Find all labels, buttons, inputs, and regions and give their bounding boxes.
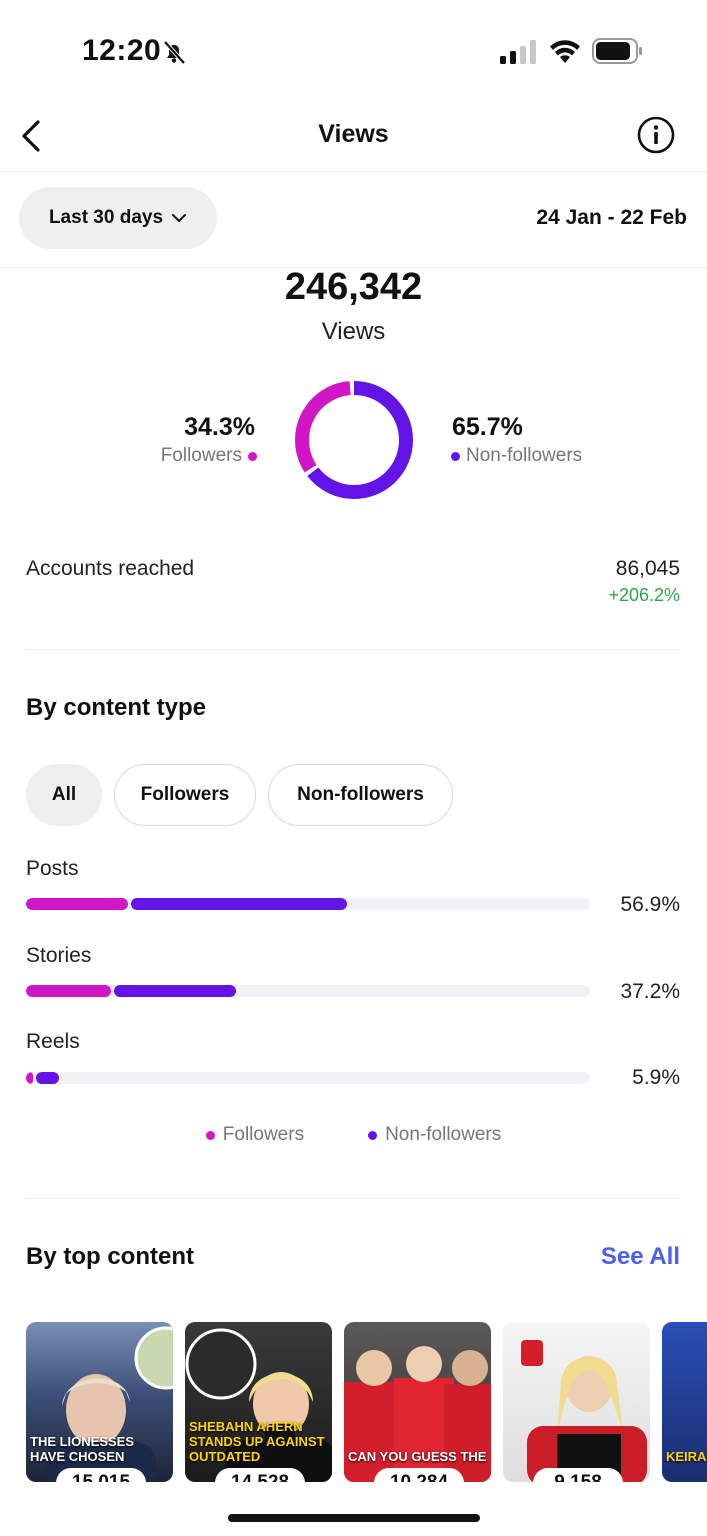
legend-nonfollowers: Non-followers (368, 1124, 501, 1146)
accounts-reached-label: Accounts reached (26, 557, 195, 580)
top-content-thumbnail[interactable]: THE LIONESSES HAVE CHOSEN 15,015 (26, 1322, 173, 1482)
filter-all-button[interactable]: All (26, 764, 102, 826)
thumbnail-view-count: 10,284 (374, 1468, 464, 1482)
total-views-value: 246,342 (284, 266, 423, 308)
nonfollowers-legend-label: Non-followers (466, 445, 583, 466)
thumbnail-view-count: 9,158 (533, 1468, 623, 1482)
back-arrow-icon[interactable] (18, 116, 48, 156)
posts-label: Posts (26, 857, 79, 880)
top-content-thumbnail[interactable]: 9,158 (503, 1322, 650, 1482)
chevron-down-icon (172, 214, 187, 222)
posts-bar (26, 898, 590, 910)
followers-dot-icon (248, 451, 257, 461)
see-all-link[interactable]: See All (600, 1243, 680, 1270)
views-donut-chart (295, 381, 413, 499)
nonfollowers-dot-icon (451, 451, 460, 461)
stories-bar-followers (26, 985, 111, 997)
nonfollowers-dot-icon (368, 1130, 378, 1140)
thumbnail-image-icon (344, 1346, 491, 1482)
posts-bar-followers (26, 898, 128, 910)
nonfollowers-percentage: 65.7% (452, 413, 523, 441)
thumbnail-caption: KEIRA (666, 1449, 707, 1464)
date-range-dropdown[interactable]: Last 30 days (19, 187, 217, 249)
legend-followers-label: Followers (222, 1124, 305, 1145)
content-type-legend: Followers Non-followers (0, 1124, 707, 1146)
cellular-signal-icon (500, 40, 536, 64)
date-range-text: 24 Jan - 22 Feb (536, 206, 687, 229)
status-bar: 12:20 (0, 0, 707, 100)
followers-legend: Followers (161, 445, 257, 467)
info-icon[interactable] (636, 115, 676, 155)
top-navigation-bar: Views (0, 100, 707, 172)
reels-bar-nonfollowers (35, 1072, 60, 1084)
page-title: Views (318, 120, 389, 148)
followers-percentage: 34.3% (184, 413, 255, 441)
followers-dot-icon (205, 1130, 215, 1140)
legend-nonfollowers-label: Non-followers (385, 1124, 502, 1145)
thumbnail-view-count: 14,528 (215, 1468, 305, 1482)
reels-bar (26, 1072, 590, 1084)
accounts-reached-change: +206.2% (608, 585, 680, 605)
filter-nonfollowers-button[interactable]: Non-followers (268, 764, 453, 826)
accounts-reached-value: 86,045 (615, 557, 680, 580)
views-label: Views (321, 318, 386, 345)
thumbnail-image-icon (521, 1340, 647, 1482)
reels-percentage: 5.9% (632, 1066, 680, 1089)
posts-percentage: 56.9% (620, 893, 680, 916)
reels-label: Reels (26, 1030, 80, 1053)
bottom-safe-area (0, 1482, 707, 1536)
battery-icon (592, 38, 642, 64)
donut-followers-arc (295, 381, 413, 499)
home-indicator[interactable] (228, 1514, 480, 1522)
status-time: 12:20 (82, 34, 162, 67)
top-content-title: By top content (26, 1243, 194, 1270)
top-content-thumbnail[interactable]: CAN YOU GUESS THE 10,284 (344, 1322, 491, 1482)
bell-muted-icon (163, 40, 186, 65)
filter-followers-button[interactable]: Followers (114, 764, 256, 826)
stories-label: Stories (26, 944, 92, 967)
posts-bar-nonfollowers (130, 898, 347, 910)
date-filter-row: Last 30 days 24 Jan - 22 Feb (0, 172, 707, 268)
thumbnail-view-count: 15,015 (56, 1468, 146, 1482)
reels-bar-followers (26, 1072, 33, 1084)
nonfollowers-legend: Non-followers (451, 445, 582, 467)
date-range-dropdown-label: Last 30 days (48, 207, 164, 228)
legend-followers: Followers (205, 1124, 305, 1146)
wifi-icon (550, 40, 580, 63)
stories-percentage: 37.2% (620, 980, 680, 1003)
followers-legend-label: Followers (160, 445, 242, 466)
stories-bar-nonfollowers (113, 985, 236, 997)
donut-nonfollowers-arc (295, 381, 413, 499)
content-type-title: By content type (26, 694, 207, 721)
top-content-thumbnail[interactable]: SHEBAHN AHERN STANDS UP AGAINST OUTDATED… (185, 1322, 332, 1482)
top-content-thumbnail[interactable]: KEIRA (662, 1322, 707, 1482)
stories-bar (26, 985, 590, 997)
thumbnail-caption: SHEBAHN AHERN STANDS UP AGAINST OUTDATED (189, 1419, 325, 1464)
thumbnail-caption: THE LIONESSES HAVE CHOSEN (30, 1434, 135, 1464)
section-divider (26, 1198, 681, 1199)
section-divider (26, 649, 681, 650)
thumbnail-caption: CAN YOU GUESS THE (348, 1449, 487, 1464)
